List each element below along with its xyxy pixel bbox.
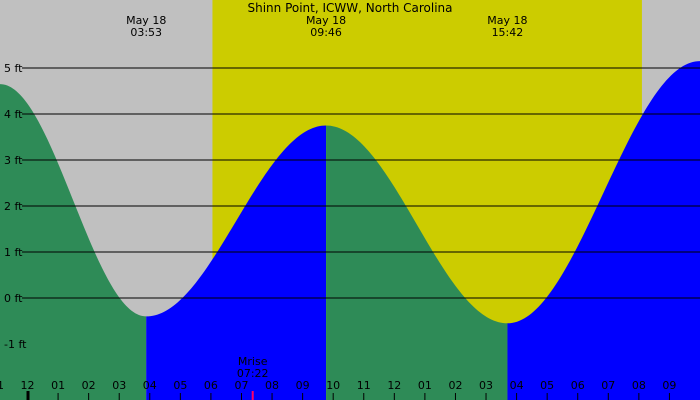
x-tick-label: 06 bbox=[571, 379, 585, 392]
x-tick-label: 01 bbox=[51, 379, 65, 392]
moonrise-label: Mrise bbox=[238, 355, 268, 368]
extreme-time-label: 15:42 bbox=[492, 26, 524, 39]
x-tick-label: 07 bbox=[234, 379, 248, 392]
y-axis-labels: 5 ft 4 ft 3 ft 2 ft 1 ft 0 ft -1 ft bbox=[4, 62, 27, 351]
x-tick-label: 07 bbox=[601, 379, 615, 392]
y-tick-label: 5 ft bbox=[4, 62, 23, 75]
x-tick-label: 12 bbox=[387, 379, 401, 392]
x-tick-label: 04 bbox=[510, 379, 524, 392]
x-tick-label: 08 bbox=[265, 379, 279, 392]
gridlines bbox=[22, 67, 700, 299]
x-axis-labels: 11 12 01 02 03 04 05 06 07 08 09 10 11 12 01 02 03 04 05 06… bbox=[0, 379, 676, 392]
y-tick-label: 0 ft bbox=[4, 292, 23, 305]
falling-tide-area bbox=[0, 84, 147, 400]
x-axis-ticks bbox=[26, 391, 670, 400]
y-tick-label: 1 ft bbox=[4, 246, 23, 259]
x-tick-label: 05 bbox=[540, 379, 554, 392]
x-tick-label: 04 bbox=[143, 379, 157, 392]
rising-tide-area bbox=[146, 125, 327, 400]
x-tick-label: 12 bbox=[21, 379, 35, 392]
x-tick-label: 08 bbox=[632, 379, 646, 392]
x-tick-label: 03 bbox=[479, 379, 493, 392]
x-tick-label: 05 bbox=[173, 379, 187, 392]
x-tick-label: 11 bbox=[357, 379, 371, 392]
chart-title: Shinn Point, ICWW, North Carolina bbox=[247, 1, 452, 15]
x-tick-label: 10 bbox=[326, 379, 340, 392]
extreme-date-label: May 18 bbox=[126, 14, 166, 27]
y-tick-label: 4 ft bbox=[4, 108, 23, 121]
extreme-date-label: May 18 bbox=[487, 14, 527, 27]
tide-areas bbox=[0, 61, 700, 400]
rising-tide-area bbox=[507, 61, 700, 400]
x-tick-label: 02 bbox=[448, 379, 462, 392]
x-tick-label: 09 bbox=[296, 379, 310, 392]
x-tick-label: 06 bbox=[204, 379, 218, 392]
y-tick-label: 2 ft bbox=[4, 200, 23, 213]
falling-tide-area bbox=[326, 125, 508, 400]
x-tick-label: 09 bbox=[662, 379, 676, 392]
y-tick-label: 3 ft bbox=[4, 154, 23, 167]
moonrise-time: 07:22 bbox=[237, 367, 269, 380]
y-tick-label: -1 ft bbox=[4, 338, 27, 351]
x-tick-label: 11 bbox=[0, 379, 4, 392]
extreme-time-label: 03:53 bbox=[130, 26, 162, 39]
midnight-marker bbox=[26, 391, 30, 400]
x-tick-label: 02 bbox=[82, 379, 96, 392]
extreme-date-label: May 18 bbox=[306, 14, 346, 27]
x-tick-label: 01 bbox=[418, 379, 432, 392]
x-tick-label: 03 bbox=[112, 379, 126, 392]
extreme-time-label: 09:46 bbox=[310, 26, 342, 39]
